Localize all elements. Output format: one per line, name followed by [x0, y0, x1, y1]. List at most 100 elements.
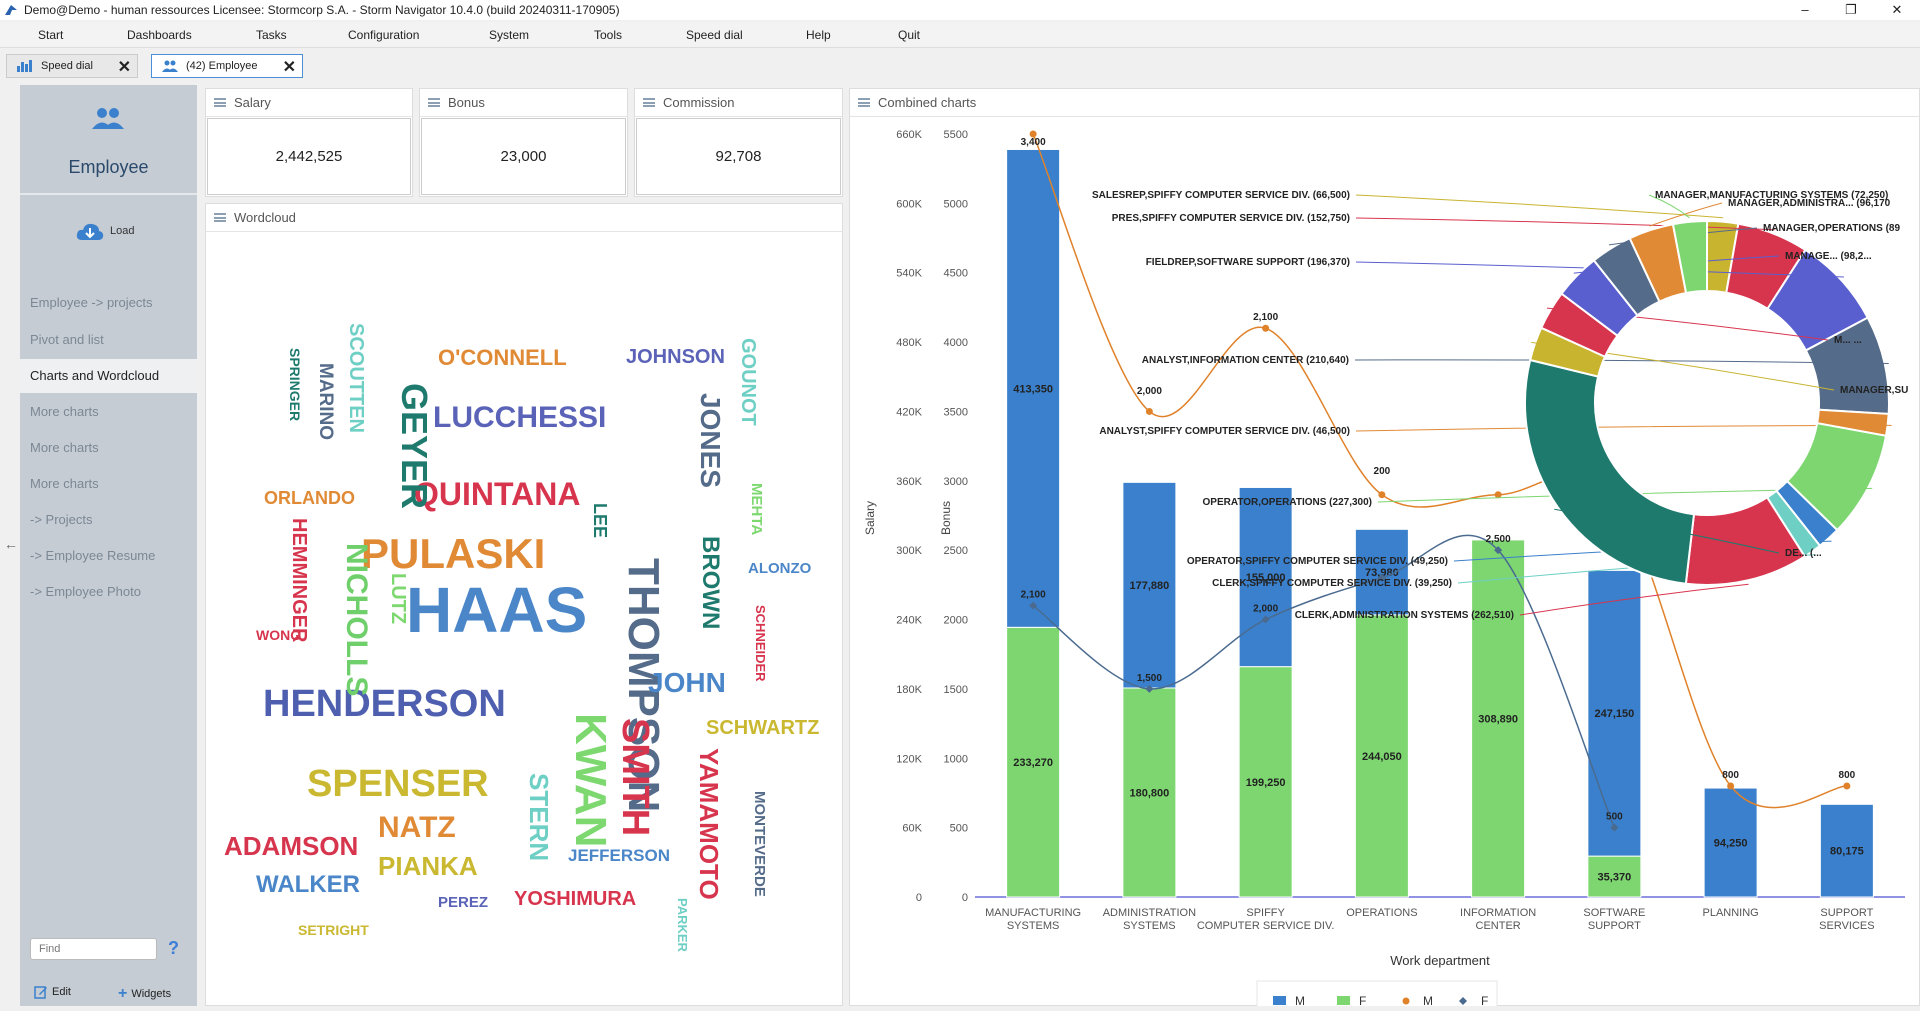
- menu-tasks[interactable]: Tasks: [256, 28, 287, 42]
- menu-quit[interactable]: Quit: [898, 28, 921, 42]
- sidebar-item-more-charts[interactable]: More charts: [30, 440, 99, 455]
- wordcloud-word[interactable]: SPRINGER: [287, 348, 303, 422]
- bar-label: 177,880: [1129, 580, 1169, 592]
- wordcloud-word[interactable]: ORLANDO: [264, 488, 355, 508]
- sidebar-item-pivot-and-list[interactable]: Pivot and list: [30, 332, 104, 347]
- wordcloud-word[interactable]: STERN: [524, 773, 554, 862]
- tab-speed-dial[interactable]: Speed dial ✕: [6, 54, 138, 78]
- bonus-label: 2,100: [1253, 312, 1278, 323]
- sidebar-item-employee-resume[interactable]: -> Employee Resume: [30, 548, 156, 563]
- bonus-tick-label: 4500: [944, 268, 968, 280]
- wordcloud-word[interactable]: SCHWARTZ: [706, 717, 820, 739]
- hamburger-menu-icon[interactable]: [214, 213, 226, 222]
- wordcloud-word[interactable]: MARINO: [315, 363, 336, 441]
- wordcloud-word[interactable]: JEFFERSON: [568, 846, 671, 865]
- maximize-button[interactable]: ❐: [1845, 2, 1857, 17]
- legend-label: F: [1481, 994, 1488, 1006]
- find-input[interactable]: Find: [30, 938, 157, 960]
- bar-f: [1238, 666, 1293, 898]
- bar-m: [1006, 148, 1061, 628]
- wordcloud-word[interactable]: BROWN: [697, 536, 724, 630]
- wordcloud-word[interactable]: O'CONNELL: [438, 345, 567, 370]
- wordcloud-word[interactable]: THOMPSON: [619, 558, 668, 813]
- hamburger-menu-icon[interactable]: [643, 98, 655, 107]
- hamburger-menu-icon[interactable]: [858, 98, 870, 107]
- wordcloud-word[interactable]: PIANKA: [378, 851, 478, 881]
- wordcloud-word[interactable]: SETRIGHT: [298, 922, 369, 938]
- wordcloud-word[interactable]: GEYER: [394, 383, 435, 510]
- wordcloud-word[interactable]: SCHNEIDER: [753, 605, 768, 682]
- wordcloud-word[interactable]: PARKER: [675, 898, 690, 952]
- hamburger-menu-icon[interactable]: [214, 98, 226, 107]
- salary-tick-label: 180K: [896, 684, 922, 696]
- menu-configuration[interactable]: Configuration: [348, 28, 420, 42]
- wordcloud-word[interactable]: LEE: [590, 503, 610, 539]
- collapse-sidebar-arrow-icon[interactable]: ←: [4, 536, 18, 552]
- donut-leader-line: [1519, 583, 1749, 616]
- wordcloud-word[interactable]: LUTZ: [387, 573, 409, 625]
- close-tab-icon[interactable]: ✕: [282, 59, 296, 76]
- bonus-tick-label: 2000: [944, 615, 968, 627]
- wordcloud-word[interactable]: PEREZ: [438, 894, 489, 911]
- bar-label: 413,350: [1013, 383, 1053, 395]
- wordcloud-word[interactable]: MEHTA: [748, 483, 765, 536]
- load-button[interactable]: Load: [76, 221, 134, 241]
- help-icon[interactable]: ?: [168, 938, 179, 958]
- sidebar-item-employee-projects[interactable]: Employee -> projects: [30, 295, 153, 310]
- wordcloud-word[interactable]: PULASKI: [361, 530, 546, 577]
- legend-label: M: [1295, 994, 1305, 1006]
- wordcloud-word[interactable]: HENDERSON: [263, 683, 506, 725]
- tab-employee[interactable]: (42) Employee ✕: [151, 54, 303, 78]
- wordcloud-word[interactable]: GOUNOT: [737, 338, 759, 426]
- sidebar-item-employee-photo[interactable]: -> Employee Photo: [30, 584, 141, 599]
- wordcloud-word[interactable]: MONTEVERDE: [751, 791, 768, 897]
- wordcloud-word[interactable]: SPENSER: [307, 763, 489, 805]
- wordcloud-word[interactable]: NATZ: [378, 811, 456, 844]
- minimize-button[interactable]: –: [1801, 2, 1809, 17]
- tab-label: (42) Employee: [186, 60, 258, 72]
- wordcloud-word[interactable]: LUCCHESSI: [433, 401, 607, 434]
- close-tab-icon[interactable]: ✕: [117, 59, 131, 76]
- sidebar-header: Employee: [20, 85, 197, 195]
- bonus-label: 200: [1374, 466, 1391, 477]
- wordcloud-word[interactable]: WONG: [256, 627, 302, 643]
- edit-button[interactable]: Edit: [34, 985, 71, 999]
- hamburger-menu-icon[interactable]: [428, 98, 440, 107]
- sidebar-item-projects[interactable]: -> Projects: [30, 512, 93, 527]
- menu-dashboards[interactable]: Dashboards: [127, 28, 192, 42]
- bonus-point-m: [1494, 491, 1502, 499]
- menu-speed-dial[interactable]: Speed dial: [686, 28, 743, 42]
- wordcloud-word[interactable]: YOSHIMURA: [514, 888, 637, 910]
- wordcloud-word[interactable]: SCOUTTEN: [345, 323, 367, 433]
- wordcloud-word[interactable]: QUINTANA: [414, 476, 581, 512]
- wordcloud-word[interactable]: NICHOLLS: [340, 543, 373, 697]
- bar-label: 199,250: [1246, 777, 1286, 789]
- sidebar-item-more-charts[interactable]: More charts: [30, 404, 99, 419]
- close-window-button[interactable]: ✕: [1891, 2, 1903, 17]
- menu-system[interactable]: System: [489, 28, 530, 42]
- wordcloud-word[interactable]: ALONZO: [748, 560, 812, 577]
- bonus-value: 23,000: [421, 118, 626, 195]
- salary-tick-label: 480K: [896, 337, 922, 349]
- donut-label: CLERK,SPIFFY COMPUTER SERVICE DIV. (39,2…: [1212, 578, 1452, 589]
- menu-help[interactable]: Help: [806, 28, 831, 42]
- menu-tools[interactable]: Tools: [594, 28, 623, 42]
- wordcloud-word[interactable]: HAAS: [406, 574, 588, 646]
- bonus-label: 3,400: [1021, 137, 1046, 148]
- wordcloud-word[interactable]: JOHN: [648, 667, 726, 698]
- sidebar-item-more-charts[interactable]: More charts: [30, 476, 99, 491]
- widgets-button[interactable]: + Widgets: [118, 985, 171, 1003]
- wordcloud-word[interactable]: ADAMSON: [224, 831, 359, 861]
- wordcloud-word[interactable]: HEMMINGER: [288, 518, 310, 643]
- wordcloud-word[interactable]: SMITH: [614, 718, 656, 837]
- load-label: Load: [110, 225, 135, 237]
- wordcloud-word[interactable]: JOHNSON: [626, 346, 725, 368]
- wordcloud-word[interactable]: YAMAMOTO: [694, 748, 724, 900]
- sidebar-item-charts-and-wordcloud[interactable]: Charts and Wordcloud: [20, 359, 197, 393]
- wordcloud-word[interactable]: WALKER: [256, 871, 360, 898]
- menu-start[interactable]: Start: [38, 28, 64, 42]
- bonus-axis-label: Bonus: [939, 501, 953, 535]
- wordcloud-word[interactable]: JONES: [695, 393, 726, 488]
- wordcloud-word[interactable]: KWAN: [566, 713, 615, 848]
- category-label: SUPPORT: [1820, 907, 1873, 919]
